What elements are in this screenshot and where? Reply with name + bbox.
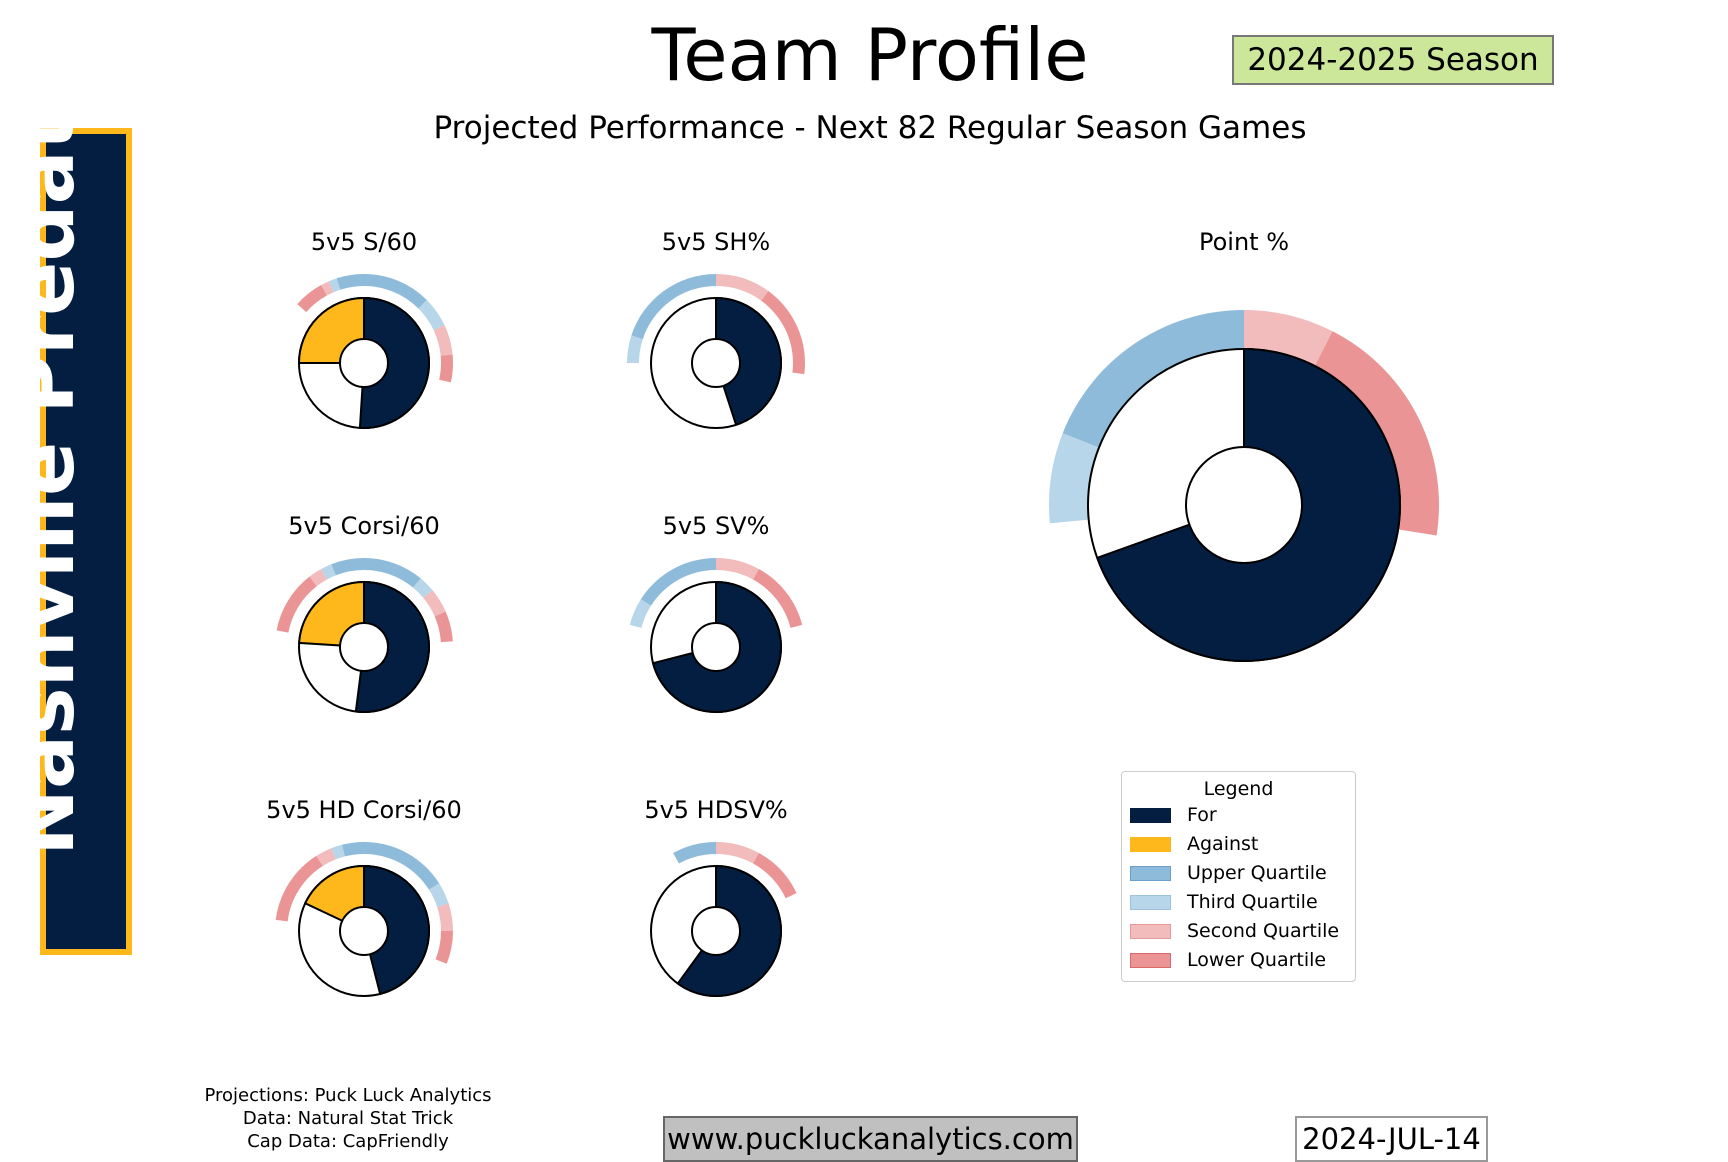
- website-link[interactable]: www.puckluckanalytics.com: [663, 1116, 1078, 1162]
- second-quartile-arc: [321, 281, 334, 296]
- second-quartile-arc: [437, 903, 453, 931]
- donut-hole: [339, 622, 389, 672]
- donut-hole: [339, 906, 389, 956]
- legend-swatch: [1130, 924, 1171, 939]
- upper-quartile-arc: [364, 842, 440, 890]
- legend-item: Against: [1122, 830, 1355, 859]
- lower-quartile-arc: [761, 290, 805, 375]
- legend-items: For Against Upper Quartile Third Quartile Se…: [1122, 801, 1355, 975]
- legend-item: For: [1122, 801, 1355, 830]
- second-quartile-arc: [1244, 310, 1333, 367]
- credit-projections: Projections: Puck Luck Analytics: [204, 1085, 492, 1106]
- upper-quartile-arc: [640, 558, 716, 606]
- legend-label: Lower Quartile: [1187, 949, 1327, 971]
- donut-hole: [691, 622, 741, 672]
- for-slice: [363, 864, 430, 996]
- season-badge: 2024-2025 Season: [1232, 35, 1554, 85]
- page-subtitle: Projected Performance - Next 82 Regular …: [433, 110, 1307, 146]
- upper-quartile-arc: [1062, 310, 1244, 448]
- donut-chart: 5v5 S/60: [297, 228, 454, 430]
- legend-swatch: [1130, 808, 1171, 823]
- legend-item: Upper Quartile: [1122, 859, 1355, 888]
- donut-chart: Point %: [1048, 228, 1439, 663]
- upper-quartile-arc: [364, 274, 427, 309]
- lower-quartile-arc: [753, 569, 803, 628]
- upper-quartile-arc: [336, 274, 364, 290]
- upper-quartile-arc: [364, 558, 421, 588]
- upper-quartile-arc: [341, 842, 364, 857]
- legend-label: Against: [1187, 833, 1259, 855]
- legend-label: Third Quartile: [1187, 891, 1318, 913]
- donut-hole: [1185, 446, 1303, 564]
- upper-quartile-arc: [631, 274, 716, 340]
- donut-hole: [339, 338, 389, 388]
- donut-chart: 5v5 SV%: [629, 512, 803, 714]
- third-quartile-arc: [331, 844, 345, 860]
- lower-quartile-arc: [1314, 331, 1439, 536]
- second-quartile-arc: [316, 848, 336, 866]
- lower-quartile-arc: [439, 354, 454, 383]
- donut-chart: 5v5 HD Corsi/60: [266, 796, 462, 998]
- legend-swatch: [1130, 866, 1171, 881]
- third-quartile-arc: [429, 883, 449, 908]
- upper-quartile-arc: [673, 842, 716, 864]
- legend-label: For: [1187, 804, 1217, 826]
- date-badge: 2024-JUL-14: [1295, 1116, 1488, 1162]
- legend-swatch: [1130, 837, 1171, 852]
- second-quartile-arc: [716, 558, 759, 580]
- for-slice: [354, 580, 430, 713]
- credits: Projections: Puck Luck Analytics Data: N…: [148, 1084, 548, 1153]
- third-quartile-arc: [627, 335, 643, 363]
- legend-label: Upper Quartile: [1187, 862, 1327, 884]
- for-slice: [358, 296, 430, 429]
- second-quartile-arc: [309, 569, 327, 587]
- upper-quartile-arc: [331, 558, 364, 576]
- third-quartile-arc: [1048, 433, 1099, 524]
- third-quartile-arc: [629, 599, 651, 628]
- chart-title: 5v5 Corsi/60: [288, 512, 439, 540]
- chart-title: 5v5 SH%: [662, 228, 770, 256]
- lower-quartile-arc: [434, 611, 453, 643]
- chart-title: 5v5 HDSV%: [644, 796, 787, 824]
- legend-item: Second Quartile: [1122, 917, 1355, 946]
- page-title: Team Profile: [651, 13, 1089, 97]
- second-quartile-arc: [716, 842, 759, 864]
- second-quartile-arc: [423, 590, 446, 617]
- lower-quartile-arc: [276, 576, 317, 633]
- third-quartile-arc: [328, 278, 341, 293]
- second-quartile-arc: [716, 274, 769, 301]
- donut-chart: 5v5 HDSV%: [644, 796, 797, 998]
- donut-hole: [691, 338, 741, 388]
- lower-quartile-arc: [753, 853, 797, 899]
- legend-item: Lower Quartile: [1122, 946, 1355, 975]
- legend-label: Second Quartile: [1187, 920, 1340, 942]
- credit-cap-data: Cap Data: CapFriendly: [247, 1131, 449, 1152]
- donut-chart: 5v5 SH%: [627, 228, 805, 430]
- third-quartile-arc: [418, 300, 445, 331]
- third-quartile-arc: [413, 578, 433, 598]
- legend-title: Legend: [1203, 778, 1274, 800]
- team-banner: [40, 128, 132, 955]
- donut-hole: [691, 906, 741, 956]
- chart-title: 5v5 HD Corsi/60: [266, 796, 462, 824]
- legend-swatch: [1130, 895, 1171, 910]
- lower-quartile-arc: [435, 931, 453, 964]
- lower-quartile-arc: [297, 285, 327, 313]
- lower-quartile-arc: [275, 855, 323, 922]
- third-quartile-arc: [321, 564, 336, 580]
- chart-title: 5v5 S/60: [311, 228, 417, 256]
- chart-title: 5v5 SV%: [663, 512, 770, 540]
- credit-data: Data: Natural Stat Trick: [242, 1108, 454, 1129]
- second-quartile-arc: [433, 325, 453, 356]
- legend: Legend For Against Upper Quartile Third Qua…: [1121, 771, 1356, 982]
- legend-item: Third Quartile: [1122, 888, 1355, 917]
- donut-chart: 5v5 Corsi/60: [276, 512, 453, 714]
- for-slice: [715, 296, 782, 427]
- chart-title: Point %: [1199, 228, 1289, 256]
- legend-swatch: [1130, 953, 1171, 968]
